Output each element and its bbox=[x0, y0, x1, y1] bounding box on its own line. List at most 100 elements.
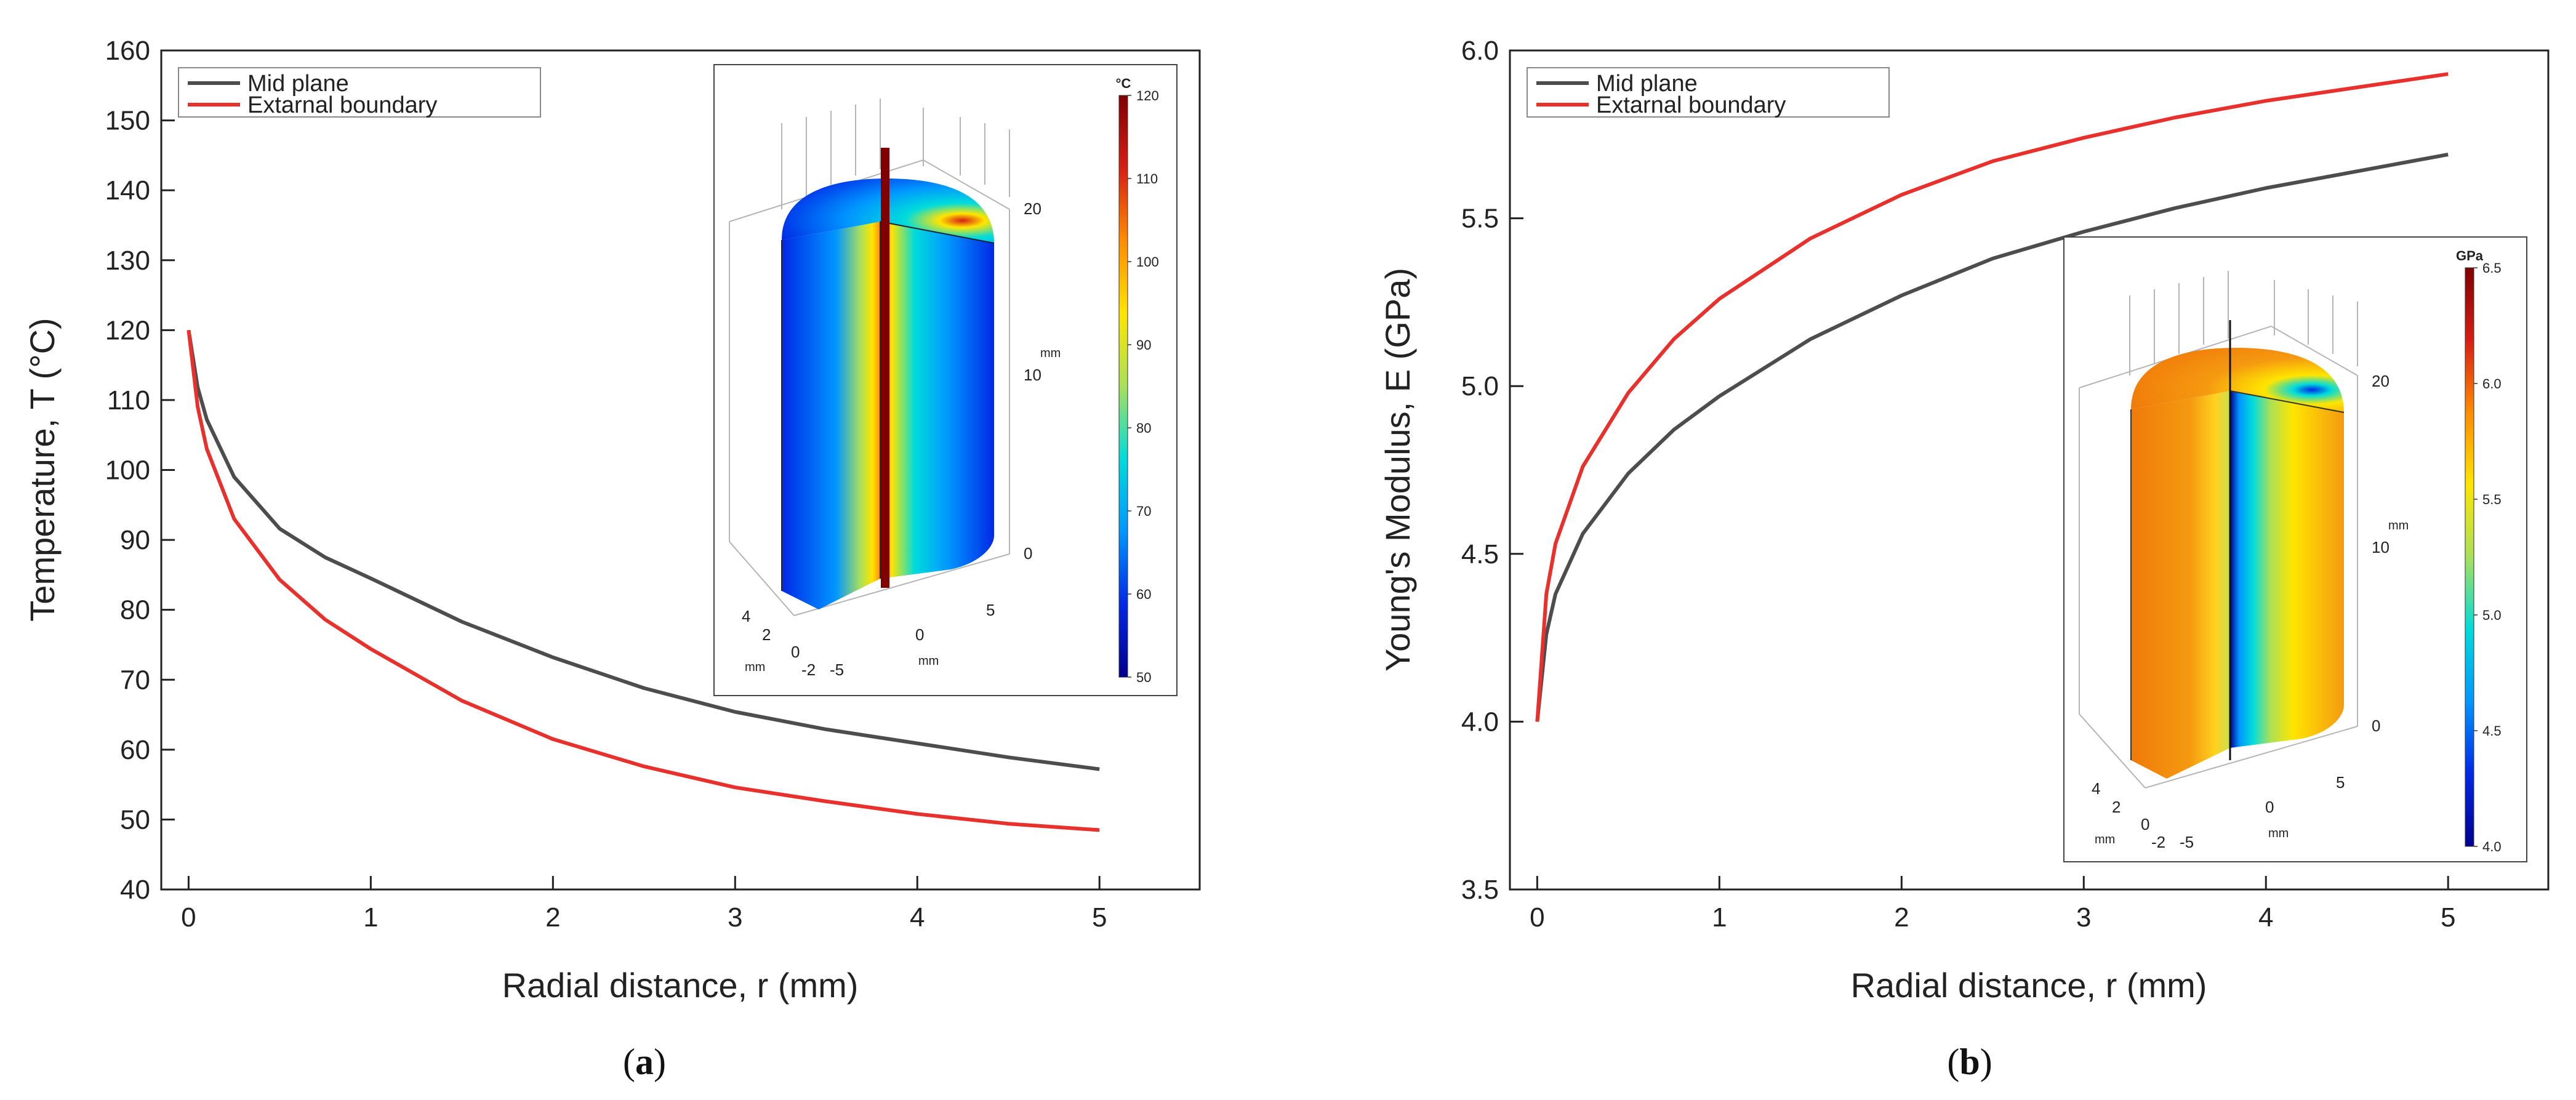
inset-y-tick: 0 bbox=[2265, 798, 2274, 816]
inset-z-tick: 20 bbox=[1024, 199, 1041, 218]
y-tick-label: 60 bbox=[120, 735, 150, 765]
y-axis-label-a: Temperature, T (°C) bbox=[23, 318, 62, 621]
inset-y-tick: 5 bbox=[986, 601, 995, 619]
y-tick-label: 130 bbox=[105, 246, 150, 276]
colorbar-tick-label: 6.5 bbox=[2482, 260, 2502, 276]
y-tick-label: 3.5 bbox=[1461, 875, 1499, 905]
x-tick-label: 5 bbox=[2441, 902, 2455, 933]
panel-caption-a: (a) bbox=[623, 1042, 666, 1082]
y-tick-label: 120 bbox=[105, 315, 150, 345]
legend-label-external-boundary-b: Extarnal boundary bbox=[1596, 92, 1786, 118]
colorbar-tick-label: 120 bbox=[1136, 88, 1159, 103]
cylinder-side-b bbox=[2230, 391, 2344, 748]
x-tick-label: 2 bbox=[1894, 902, 1909, 933]
legend-label-mid-plane: Mid plane bbox=[247, 71, 349, 97]
x-tick-label: 3 bbox=[728, 902, 742, 933]
cylinder-front-a bbox=[782, 222, 880, 609]
cylinder-top-b bbox=[2131, 348, 2344, 412]
colorbar-tick-label: 110 bbox=[1136, 171, 1158, 187]
x-axis-label-a: Radial distance, r (mm) bbox=[502, 966, 859, 1005]
x-tick-label: 5 bbox=[1092, 902, 1107, 933]
panel-b: 0 1 2 3 4 5 3.5 4.0 4.5 5.0 5.5 6.0 Radial distance… bbox=[1378, 36, 2550, 1082]
inset-z-tick: 10 bbox=[1024, 366, 1041, 384]
inset-y-tick: -5 bbox=[830, 660, 844, 679]
inset-x-tick: 4 bbox=[742, 607, 750, 625]
heater-rod-a bbox=[881, 148, 889, 588]
x-tick-label: 1 bbox=[1712, 902, 1727, 933]
colorbar-tick-label: 6.0 bbox=[2482, 376, 2502, 391]
inset-x-tick: -2 bbox=[801, 660, 816, 679]
x-tick-label: 4 bbox=[910, 902, 925, 933]
y-tick-label: 4.5 bbox=[1461, 539, 1499, 569]
inset-axes-b: 20 10 mm 0 4 2 mm 0 -2 5 0 mm -5 bbox=[2092, 372, 2409, 851]
legend-label-external-boundary: Extarnal boundary bbox=[247, 92, 437, 118]
y-axis-label-b: Young's Modulus, E (GPa) bbox=[1378, 268, 1417, 672]
y-tick-label: 150 bbox=[105, 106, 150, 136]
panel-label-a: a bbox=[635, 1042, 654, 1082]
colorbar-tick-label: 4.0 bbox=[2482, 839, 2502, 854]
y-tick-label: 4.0 bbox=[1461, 707, 1499, 737]
colorbar-scale bbox=[1118, 95, 1128, 678]
x-tick-label: 4 bbox=[2258, 902, 2273, 933]
cylinder-side-a bbox=[880, 222, 994, 579]
series-line-extarnal-boundary bbox=[187, 329, 1100, 832]
x-tick-label: 2 bbox=[545, 902, 560, 933]
y-tick-label: 140 bbox=[105, 175, 150, 206]
colorbar-tick-label: 5.0 bbox=[2482, 608, 2502, 623]
inset-axes-a: 20 10 mm 0 4 2 mm 0 -2 5 0 mm -5 bbox=[742, 199, 1061, 679]
colorbar-tick-label: 90 bbox=[1136, 337, 1151, 353]
panel-caption-b: (b) bbox=[1947, 1042, 1992, 1082]
inset-axis-unit: mm bbox=[2388, 519, 2409, 532]
panel-label-b: b bbox=[1959, 1042, 1980, 1082]
colorbar-tick-label: 4.5 bbox=[2482, 723, 2502, 739]
colorbar-tick-label: 100 bbox=[1136, 254, 1159, 270]
x-axis-label-b: Radial distance, r (mm) bbox=[1851, 966, 2207, 1005]
inset-x-tick: 2 bbox=[762, 625, 771, 644]
inset-x-tick: 2 bbox=[2112, 798, 2121, 816]
colorbar-scale bbox=[2465, 267, 2474, 847]
inset-x-tick: 4 bbox=[2092, 779, 2100, 798]
axis-ticks-b: 0 1 2 3 4 5 3.5 4.0 4.5 5.0 5.5 6.0 bbox=[1461, 36, 2456, 933]
inset-grid-a bbox=[729, 98, 1010, 616]
series-group-b bbox=[1535, 72, 2449, 722]
inset-z-tick: 10 bbox=[2372, 538, 2389, 556]
series-line-mid-plane bbox=[1535, 153, 2449, 722]
inset-axis-unit: mm bbox=[1040, 347, 1061, 360]
colorbar-tick-label: 60 bbox=[1136, 587, 1151, 602]
inset-z-tick: 20 bbox=[2372, 372, 2389, 390]
series-line-extarnal-boundary bbox=[1535, 72, 2449, 722]
y-tick-label: 6.0 bbox=[1461, 36, 1499, 66]
plot-frame-b bbox=[1509, 49, 2550, 891]
y-tick-label: 70 bbox=[120, 665, 150, 695]
inset-axis-unit: mm bbox=[745, 660, 765, 674]
cylinder-front-b bbox=[2131, 391, 2230, 779]
legend-box-a bbox=[178, 67, 541, 118]
inset-x-tick: 0 bbox=[2141, 815, 2149, 833]
y-tick-label: 40 bbox=[120, 875, 150, 905]
y-tick-label: 90 bbox=[120, 525, 150, 555]
inset-axis-unit: mm bbox=[2095, 833, 2115, 846]
y-tick-label: 80 bbox=[120, 595, 150, 625]
y-tick-label: 5.0 bbox=[1461, 371, 1499, 401]
inset-z-tick: 0 bbox=[2372, 717, 2380, 735]
y-tick-label: 160 bbox=[105, 36, 150, 66]
series-group-a bbox=[187, 329, 1100, 832]
inset-x-tick: -2 bbox=[2151, 833, 2165, 851]
colorbar-tick-label: 50 bbox=[1136, 670, 1151, 685]
colorbar-tick-label: 80 bbox=[1136, 420, 1151, 436]
colorbar-tick-label: 70 bbox=[1136, 504, 1151, 519]
colorbar-tick-label: 5.5 bbox=[2482, 492, 2502, 507]
x-tick-label: 1 bbox=[363, 902, 378, 933]
series-line-mid-plane bbox=[187, 329, 1100, 771]
colorbar-a: °C 120 110 100 90 80 70 60 50 bbox=[1116, 76, 1159, 685]
inset-z-tick: 0 bbox=[1024, 544, 1032, 563]
legend-b: Mid plane Extarnal boundary bbox=[1527, 67, 1890, 118]
y-tick-label: 5.5 bbox=[1461, 204, 1499, 234]
legend-label-mid-plane-b: Mid plane bbox=[1596, 71, 1698, 97]
inset-grid-b bbox=[2079, 271, 2358, 789]
inset-axis-unit: mm bbox=[2268, 827, 2289, 840]
